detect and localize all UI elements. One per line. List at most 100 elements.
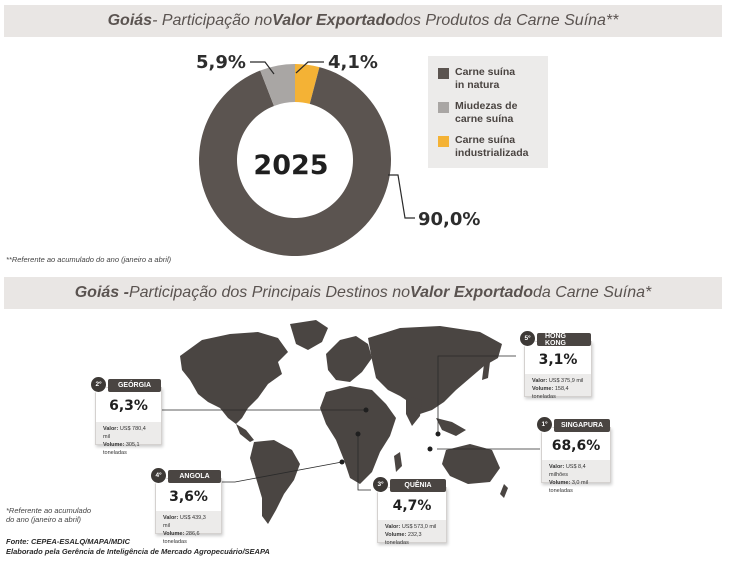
map-title: Goiás - Participação dos Principais Dest…: [4, 277, 722, 309]
country-details: Valor: US$ 573,0 mil Volume: 232,3 tonel…: [378, 520, 446, 546]
valor-label: Valor:: [103, 426, 119, 432]
map-new-zealand: [500, 484, 508, 498]
country-name: GEÓRGIA: [108, 379, 161, 392]
chart-legend: Carne suína in natura Miudezas de carne su…: [428, 56, 548, 168]
valor-value: US$ 573,0 mil: [401, 524, 437, 530]
valor-value: US$ 375,9 mil: [548, 378, 584, 384]
card-quenia: 3º QUÊNIA 4,7% Valor: US$ 573,0 mil Volu…: [372, 476, 447, 546]
legend-item-in-natura: Carne suína in natura: [438, 66, 538, 92]
volume-value: 3,0 mil toneladas: [549, 480, 589, 494]
donut-slice-carne-su-na-industrializada: [295, 64, 320, 104]
legend-item-miudezas: Miudezas de carne suína: [438, 100, 538, 126]
country-share: 4,7%: [392, 498, 432, 514]
dot-angola: [339, 459, 345, 465]
title-text-2: dos Produtos da Carne Suína**: [395, 12, 619, 29]
volume-label: Volume:: [163, 531, 185, 537]
map-europe: [326, 336, 372, 382]
card-georgia: 2º GEÓRGIA 6,3% Valor: US$ 780,4 mil Vol…: [90, 376, 162, 456]
legend-label-line2: industrializada: [455, 147, 529, 159]
country-details: Valor: US$ 439,3 mil Volume: 286,6 tonel…: [156, 511, 221, 545]
legend-label-line2: carne suína: [455, 113, 514, 125]
footnote-donut: **Referente ao acumulado do ano (janeiro…: [6, 255, 172, 264]
volume-value: 286,6 toneladas: [163, 531, 200, 545]
valor-label: Valor:: [532, 378, 548, 384]
map-japan: [482, 362, 490, 380]
rank-badge: 3º: [372, 476, 389, 493]
leader-line-miudezas: [250, 61, 275, 75]
map-north-america: [180, 332, 288, 424]
card-singapura: 1º SINGAPURA 68,6% Valor: US$ 8,4 milhõe…: [536, 416, 611, 494]
map-india: [406, 396, 422, 426]
legend-label-line1: Carne suína: [455, 134, 516, 146]
country-name: ANGOLA: [168, 470, 221, 483]
dot-georgia: [363, 407, 369, 413]
valor-label: Valor:: [385, 524, 401, 530]
volume-value: 305,1 toneladas: [103, 442, 140, 456]
map-asia: [368, 326, 502, 414]
country-details: Valor: US$ 8,4 milhões Volume: 3,0 mil t…: [542, 460, 610, 494]
map-madagascar: [394, 452, 402, 472]
rank-badge: 4º: [150, 467, 167, 484]
volume-value: 232,3 toneladas: [385, 532, 422, 546]
card-hongkong: 5º HONG KONG 3,1% Valor: US$ 375,9 mil V…: [519, 330, 592, 400]
dot-singapura: [427, 446, 433, 452]
map-southeast-asia: [436, 418, 466, 436]
footnote-map: *Referente ao acumulado do ano (janeiro …: [6, 506, 91, 524]
volume-label: Volume:: [385, 532, 407, 538]
credit-line: Elaborado pela Gerência de Inteligência …: [6, 547, 270, 556]
dot-quenia: [355, 431, 361, 437]
footnote-line2: do ano (janeiro a abril): [6, 515, 82, 524]
title-emphasis: Valor Exportado: [272, 12, 396, 29]
connector-hongkong: [437, 355, 516, 434]
connector-angola: [222, 461, 343, 483]
legend-label-line1: Miudezas de: [455, 100, 518, 112]
connector-quenia: [357, 434, 371, 491]
legend-swatch-miudezas: [438, 102, 449, 113]
donut-chart: [198, 64, 391, 257]
legend-label-line2: in natura: [455, 79, 500, 91]
country-share: 68,6%: [551, 438, 601, 454]
map-greenland: [290, 320, 328, 350]
legend-swatch-in-natura: [438, 68, 449, 79]
valor-label: Valor:: [549, 464, 565, 470]
donut-chart-title: Goiás - Participação no Valor Exportado …: [4, 5, 722, 37]
valor-value: US$ 439,3 mil: [163, 515, 206, 529]
slice-label-miudezas: 5,9%: [196, 52, 246, 73]
volume-label: Volume:: [549, 480, 571, 486]
footnote-line1: *Referente ao acumulado: [6, 506, 92, 515]
volume-label: Volume:: [532, 386, 554, 392]
volume-value: 158,4 toneladas: [532, 386, 569, 400]
legend-item-industrializada: Carne suína industrializada: [438, 134, 538, 160]
volume-label: Volume:: [103, 442, 125, 448]
rank-badge: 5º: [519, 330, 536, 347]
title-text-1: - Participação no: [152, 12, 273, 29]
country-details: Valor: US$ 375,9 mil Volume: 158,4 tonel…: [525, 374, 591, 400]
slice-label-industrializada: 4,1%: [328, 52, 378, 73]
donut-center-label: 2025: [253, 150, 329, 181]
rank-badge: 2º: [90, 376, 107, 393]
country-name: SINGAPURA: [554, 419, 610, 432]
valor-label: Valor:: [163, 515, 179, 521]
world-map: [180, 320, 508, 524]
country-share: 6,3%: [109, 398, 148, 414]
legend-swatch-industrializada: [438, 136, 449, 147]
title-region: Goiás: [107, 12, 153, 29]
source-line: Fonte: CEPEA-ESALQ/MAPA/MDIC: [6, 537, 131, 546]
country-name: HONG KONG: [537, 333, 591, 347]
card-angola: 4º ANGOLA 3,6% Valor: US$ 439,3 mil Volu…: [150, 467, 222, 545]
rank-badge: 1º: [536, 416, 553, 433]
leader-line-industrializada: [295, 61, 324, 74]
slice-label-in-natura: 90,0%: [418, 209, 481, 230]
legend-label-line1: Carne suína: [455, 66, 516, 78]
donut-slice-carne-su-na-in-natura: [198, 67, 391, 257]
title-emphasis: Valor Exportado: [409, 284, 533, 301]
country-share: 3,1%: [538, 352, 578, 368]
country-share: 3,6%: [169, 489, 208, 505]
map-south-america: [250, 440, 300, 524]
country-name: QUÊNIA: [390, 479, 446, 492]
title-region: Goiás -: [74, 284, 129, 301]
valor-value: US$ 780,4 mil: [103, 426, 146, 440]
map-australia: [442, 444, 500, 484]
